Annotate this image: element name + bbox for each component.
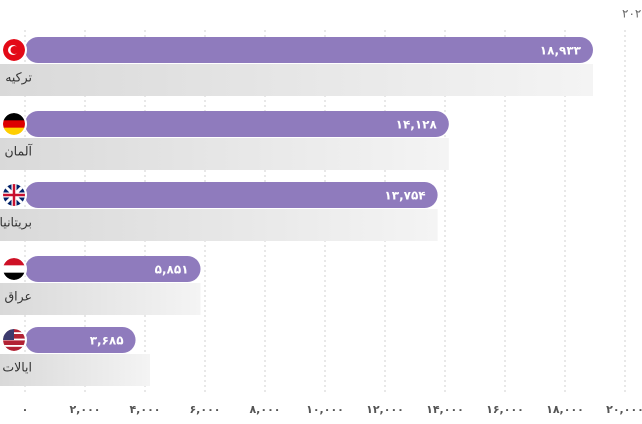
flag-stripe	[3, 127, 25, 135]
x-tick-label: ۰	[22, 403, 29, 416]
x-tick-label: ۱۴,۰۰۰	[426, 403, 464, 416]
x-tick-label: ۱۰,۰۰۰	[306, 403, 344, 416]
x-tick-label: ۱۶,۰۰۰	[486, 403, 524, 416]
flag-stripe	[3, 258, 25, 266]
x-tick-label: ۱۸,۰۰۰	[546, 403, 584, 416]
flag-ring	[1, 37, 27, 63]
chart-title: نمودار ۲۱۲- پنج کشور اول میزان اتباع ایر…	[622, 7, 642, 22]
flag-ring	[1, 327, 27, 353]
label-band	[0, 283, 201, 315]
flag-detail	[3, 184, 25, 206]
label-band	[0, 354, 150, 386]
x-tick-label: ۴,۰۰۰	[129, 403, 160, 416]
flag-ring	[1, 111, 27, 137]
x-tick-label: ۲۰,۰۰۰	[606, 403, 642, 416]
value-label: ۱۸,۹۳۳	[540, 44, 582, 58]
label-band	[0, 138, 449, 170]
flag	[1, 256, 27, 282]
value-label: ۱۳,۷۵۴	[384, 189, 425, 203]
category-label: ترکیه	[5, 70, 32, 86]
bar	[25, 182, 438, 208]
category-label: عراق	[4, 289, 32, 305]
x-tick-label: ۸,۰۰۰	[249, 403, 280, 416]
flag-stripe	[3, 120, 25, 129]
flag-stripe	[3, 345, 25, 347]
flag-detail	[10, 46, 19, 54]
bar	[25, 256, 201, 282]
bar	[25, 111, 449, 137]
label-band	[0, 64, 593, 96]
x-tick-label: ۲,۰۰۰	[69, 403, 100, 416]
flag-stripe	[3, 272, 25, 280]
value-label: ۳,۶۸۵	[90, 334, 124, 348]
bar	[25, 327, 136, 353]
category-label: ایالات متحده آمریکا	[0, 360, 32, 376]
flag-ring	[1, 182, 27, 208]
flag-stripe	[3, 265, 25, 274]
flag	[1, 111, 27, 137]
flag-ring	[1, 256, 27, 282]
x-tick-label: ۱۲,۰۰۰	[366, 403, 404, 416]
flag	[1, 327, 27, 353]
flag-stripe	[3, 113, 25, 121]
value-label: ۵,۸۵۱	[155, 263, 189, 277]
category-label: بریتانیا و ایرلند شمالی	[0, 215, 32, 231]
bar	[25, 37, 593, 63]
flag-detail	[3, 329, 14, 340]
flag	[1, 37, 27, 63]
value-label: ۱۴,۱۲۸	[396, 118, 438, 132]
category-label: آلمان	[5, 144, 33, 159]
label-band	[0, 209, 438, 241]
x-tick-label: ۶,۰۰۰	[189, 403, 220, 416]
flag	[1, 182, 27, 208]
